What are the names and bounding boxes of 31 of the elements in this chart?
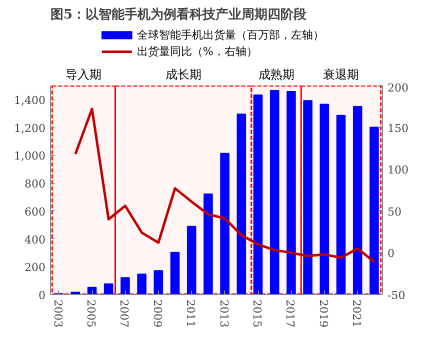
x-tick-label: 2019: [316, 300, 330, 328]
y2-tick-label: -50: [388, 289, 406, 302]
legend-label: 出货量同比（%，右轴）: [136, 45, 258, 58]
legend-label: 全球智能手机出货量（百万部，左轴）: [136, 28, 324, 42]
band-label: 成长期: [165, 67, 202, 82]
y-tick-label: 600: [24, 205, 46, 218]
x-tick-label: 2003: [51, 300, 64, 328]
x-tick-label: 2005: [84, 300, 98, 328]
y2-tick-label: 0: [388, 247, 394, 260]
y2-tick-label: 50: [388, 205, 402, 218]
y2-tick-label: 100: [388, 164, 408, 177]
y2-tick-label: 200: [388, 82, 408, 94]
x-tick-label: 2007: [118, 300, 131, 328]
y-tick-label: 1,200: [14, 122, 46, 135]
y-tick-label: 200: [24, 261, 46, 274]
x-tick-label: 2009: [150, 300, 164, 328]
x-tick-label: 2011: [184, 300, 198, 328]
x-tick-label: 2015: [250, 300, 264, 328]
y-tick-label: 1,000: [14, 150, 46, 163]
band-label: 成熟期: [258, 67, 294, 82]
y-tick-label: 800: [24, 178, 46, 191]
y-tick-label: 0: [38, 289, 46, 302]
x-tick-label: 2013: [217, 300, 230, 328]
x-tick-label: 2021: [350, 300, 364, 328]
band-label: 衰退期: [323, 67, 359, 82]
y2-tick-label: 150: [388, 122, 408, 135]
y-tick-label: 400: [24, 233, 46, 246]
x-tick-label: 2017: [284, 300, 297, 328]
chart-title: 图5：以智能手机为例看科技产业周期四阶段: [50, 6, 308, 22]
y-tick-label: 1,400: [14, 94, 46, 107]
band-label: 导入期: [66, 67, 102, 82]
